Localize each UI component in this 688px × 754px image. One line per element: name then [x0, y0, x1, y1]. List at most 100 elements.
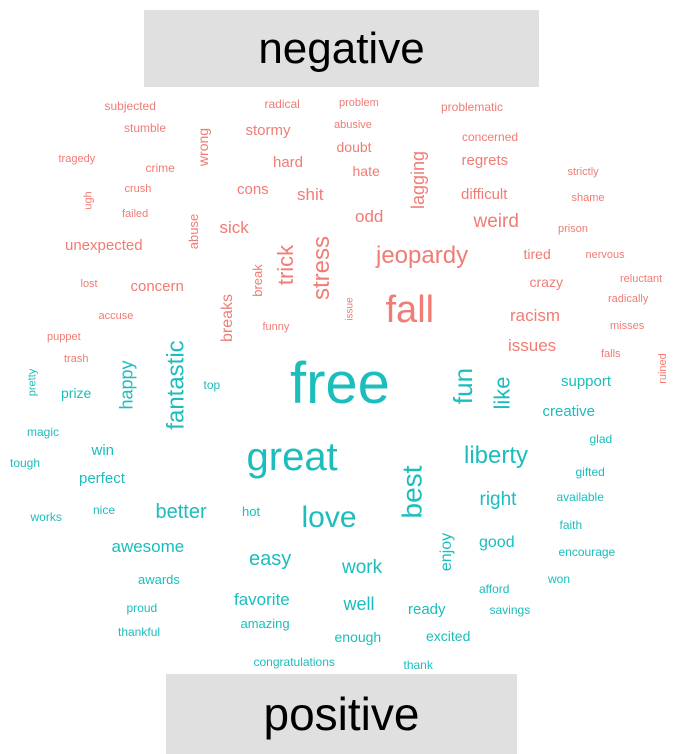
positive-word-awesome: awesome [111, 536, 185, 556]
negative-word-radical: radical [264, 97, 300, 111]
negative-word-hate: hate [352, 163, 380, 179]
positive-word-faith: faith [559, 518, 583, 532]
negative-word-reluctant: reluctant [620, 272, 663, 285]
positive-word-love: love [301, 501, 357, 534]
positive-word-hot: hot [242, 503, 261, 519]
positive-word-excited: excited [426, 628, 471, 644]
positive-word-support: support [561, 372, 612, 390]
negative-word-strictly: strictly [567, 165, 599, 178]
negative-word-subjected: subjected [104, 99, 156, 113]
negative-word-accuse: accuse [98, 309, 134, 322]
positive-word-available: available [556, 490, 604, 504]
positive-word-fun: fun [448, 367, 479, 405]
negative-word-doubt: doubt [336, 139, 372, 155]
positive-word-amazing: amazing [240, 615, 290, 631]
negative-word-difficult: difficult [461, 185, 508, 203]
positive-word-well: well [343, 594, 375, 614]
negative-word-regrets: regrets [461, 151, 509, 169]
positive-word-top: top [203, 378, 221, 392]
negative-word-radically: radically [608, 292, 649, 305]
positive-word-enjoy: enjoy [438, 532, 456, 572]
positive-word-best: best [395, 465, 427, 519]
positive-word-thankful: thankful [118, 625, 161, 639]
positive-word-glad: glad [589, 432, 613, 446]
negative-word-jeopardy: jeopardy [376, 242, 469, 269]
negative-word-lost: lost [80, 277, 98, 290]
negative-word-ruined: ruined [656, 352, 669, 384]
positive-word-ready: ready [408, 600, 446, 618]
negative-word-misses: misses [610, 319, 645, 332]
negative-word-problematic: problematic [441, 100, 504, 114]
positive-word-happy: happy [116, 360, 137, 410]
positive-word-favorite: favorite [234, 589, 290, 609]
negative-header: negative [144, 10, 539, 87]
negative-word-racism: racism [510, 305, 561, 325]
negative-word-break: break [249, 263, 265, 297]
negative-word-stormy: stormy [245, 121, 291, 139]
negative-word-tired: tired [523, 246, 551, 262]
positive-word-enough: enough [334, 629, 382, 645]
positive-word-proud: proud [126, 601, 158, 615]
positive-word-work: work [342, 556, 383, 578]
negative-word-abuse: abuse [185, 213, 201, 249]
negative-word-ugh: ugh [82, 190, 95, 210]
negative-word-cons: cons [237, 180, 269, 198]
negative-word-concerned: concerned [462, 130, 519, 144]
positive-word-won: won [548, 572, 571, 586]
positive-word-thank: thank [403, 658, 433, 672]
positive-word-magic: magic [27, 425, 60, 439]
negative-word-fall: fall [385, 289, 435, 331]
negative-word-shit: shit [297, 184, 324, 204]
positive-word-fantastic: fantastic [162, 340, 190, 430]
negative-word-falls: falls [601, 347, 621, 360]
positive-word-good: good [479, 534, 515, 551]
negative-word-hard: hard [273, 153, 304, 171]
positive-word-win: win [91, 441, 115, 459]
positive-word-better: better [155, 501, 207, 523]
positive-word-congratulations: congratulations [253, 655, 335, 669]
positive-word-creative: creative [542, 402, 596, 420]
negative-word-wrong: wrong [195, 127, 212, 167]
positive-word-great: great [246, 435, 338, 479]
negative-word-tragedy: tragedy [58, 152, 96, 165]
positive-word-liberty: liberty [464, 442, 529, 469]
positive-word-right: right [479, 488, 517, 510]
negative-word-crazy: crazy [529, 274, 563, 290]
positive-word-pretty: pretty [26, 368, 39, 396]
negative-word-nervous: nervous [585, 248, 625, 261]
positive-word-gifted: gifted [575, 465, 605, 479]
negative-word-funny: funny [262, 320, 290, 333]
positive-word-awards: awards [138, 571, 180, 587]
positive-word-easy: easy [249, 548, 292, 570]
negative-word-lagging: lagging [408, 150, 429, 210]
positive-header: positive [166, 674, 517, 754]
negative-word-odd: odd [355, 206, 384, 226]
negative-word-crush: crush [124, 182, 152, 195]
positive-word-works: works [30, 510, 62, 524]
negative-word-prison: prison [558, 222, 588, 235]
positive-word-nice: nice [93, 503, 116, 517]
negative-word-issue: issue [344, 297, 356, 321]
negative-word-abusive: abusive [334, 118, 372, 131]
positive-word-like: like [489, 376, 515, 410]
negative-word-failed: failed [122, 207, 149, 220]
negative-word-concern: concern [130, 277, 184, 295]
negative-word-puppet: puppet [47, 330, 81, 343]
negative-word-crime: crime [145, 161, 175, 175]
negative-word-issues: issues [508, 335, 557, 355]
negative-word-trick: trick [273, 244, 299, 286]
negative-word-problem: problem [339, 96, 379, 109]
negative-word-shame: shame [571, 191, 605, 204]
negative-word-stumble: stumble [124, 121, 167, 135]
positive-word-encourage: encourage [558, 545, 616, 559]
negative-word-breaks: breaks [219, 293, 237, 343]
positive-word-perfect: perfect [79, 469, 125, 487]
positive-word-afford: afford [479, 582, 510, 596]
positive-word-free: free [290, 351, 390, 416]
positive-word-tough: tough [10, 456, 41, 470]
negative-word-stress: stress [308, 235, 336, 301]
negative-word-weird: weird [473, 210, 519, 232]
negative-word-unexpected: unexpected [65, 236, 143, 254]
negative-word-trash: trash [64, 352, 89, 365]
